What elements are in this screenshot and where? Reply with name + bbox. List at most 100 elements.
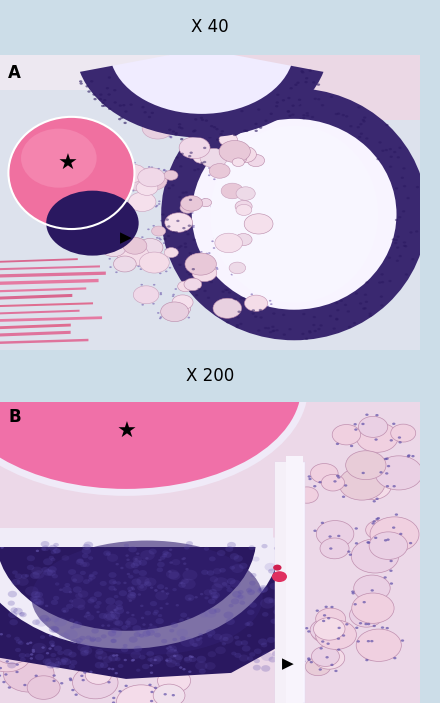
Circle shape bbox=[53, 548, 60, 553]
Circle shape bbox=[195, 290, 197, 292]
Circle shape bbox=[192, 268, 195, 271]
Circle shape bbox=[122, 560, 169, 593]
Circle shape bbox=[155, 618, 164, 624]
Circle shape bbox=[172, 295, 193, 309]
Circle shape bbox=[235, 133, 238, 135]
Circle shape bbox=[268, 657, 277, 662]
Circle shape bbox=[236, 127, 238, 129]
Circle shape bbox=[121, 165, 146, 182]
Circle shape bbox=[282, 662, 287, 665]
Circle shape bbox=[154, 589, 158, 591]
Circle shape bbox=[302, 117, 305, 120]
Circle shape bbox=[138, 168, 165, 187]
Circle shape bbox=[321, 640, 324, 643]
Circle shape bbox=[251, 186, 253, 188]
Circle shape bbox=[194, 280, 197, 282]
Circle shape bbox=[365, 137, 369, 140]
Circle shape bbox=[208, 651, 216, 657]
Circle shape bbox=[32, 649, 35, 651]
Circle shape bbox=[45, 657, 59, 668]
Circle shape bbox=[239, 163, 242, 165]
Circle shape bbox=[103, 550, 111, 556]
Circle shape bbox=[119, 591, 127, 596]
Circle shape bbox=[226, 619, 235, 625]
Circle shape bbox=[253, 95, 256, 97]
Circle shape bbox=[319, 647, 323, 650]
Circle shape bbox=[172, 694, 175, 697]
Circle shape bbox=[234, 199, 236, 200]
Circle shape bbox=[106, 598, 115, 605]
Circle shape bbox=[178, 582, 186, 588]
Circle shape bbox=[380, 304, 384, 307]
Circle shape bbox=[180, 636, 186, 640]
Circle shape bbox=[132, 556, 142, 562]
Circle shape bbox=[319, 669, 322, 671]
Circle shape bbox=[163, 169, 166, 171]
Circle shape bbox=[95, 649, 103, 654]
Circle shape bbox=[196, 656, 206, 663]
Circle shape bbox=[304, 81, 308, 83]
Circle shape bbox=[227, 130, 229, 131]
Circle shape bbox=[164, 183, 167, 185]
Circle shape bbox=[54, 617, 67, 626]
Circle shape bbox=[103, 656, 112, 663]
Circle shape bbox=[267, 637, 275, 643]
Circle shape bbox=[176, 628, 188, 637]
Circle shape bbox=[219, 193, 222, 194]
Circle shape bbox=[354, 575, 390, 601]
Circle shape bbox=[317, 98, 320, 101]
Circle shape bbox=[268, 598, 275, 603]
Circle shape bbox=[238, 186, 241, 188]
Circle shape bbox=[35, 654, 44, 660]
Circle shape bbox=[252, 309, 255, 311]
Circle shape bbox=[69, 591, 72, 593]
Circle shape bbox=[231, 157, 234, 159]
Circle shape bbox=[188, 671, 191, 673]
Circle shape bbox=[321, 475, 345, 491]
Circle shape bbox=[20, 657, 26, 662]
Circle shape bbox=[187, 160, 190, 161]
Circle shape bbox=[47, 569, 56, 576]
Circle shape bbox=[243, 129, 246, 132]
Circle shape bbox=[51, 557, 55, 561]
Circle shape bbox=[269, 300, 271, 302]
Circle shape bbox=[192, 130, 195, 133]
Circle shape bbox=[337, 112, 340, 115]
Circle shape bbox=[183, 103, 186, 105]
Circle shape bbox=[216, 268, 219, 270]
Circle shape bbox=[130, 651, 141, 659]
Circle shape bbox=[305, 77, 308, 79]
Circle shape bbox=[68, 569, 76, 575]
Circle shape bbox=[233, 146, 257, 162]
Circle shape bbox=[234, 636, 239, 640]
Circle shape bbox=[131, 586, 134, 589]
Circle shape bbox=[178, 281, 193, 292]
Circle shape bbox=[154, 633, 161, 638]
Circle shape bbox=[33, 570, 44, 579]
Circle shape bbox=[301, 71, 304, 74]
Polygon shape bbox=[0, 55, 420, 350]
Circle shape bbox=[196, 291, 199, 292]
Circle shape bbox=[204, 589, 213, 595]
Circle shape bbox=[128, 546, 137, 553]
Circle shape bbox=[195, 275, 198, 276]
Circle shape bbox=[131, 562, 139, 568]
Circle shape bbox=[203, 290, 207, 292]
Circle shape bbox=[0, 637, 31, 672]
Circle shape bbox=[361, 423, 365, 425]
Circle shape bbox=[150, 116, 153, 118]
Circle shape bbox=[238, 595, 243, 599]
Wedge shape bbox=[0, 538, 282, 649]
Circle shape bbox=[154, 687, 157, 689]
Circle shape bbox=[153, 684, 185, 703]
Circle shape bbox=[249, 602, 257, 608]
Circle shape bbox=[160, 293, 162, 295]
Circle shape bbox=[150, 671, 153, 674]
Circle shape bbox=[344, 484, 347, 486]
Circle shape bbox=[200, 593, 203, 595]
Circle shape bbox=[73, 637, 77, 639]
Circle shape bbox=[275, 329, 279, 331]
Circle shape bbox=[196, 638, 200, 641]
Circle shape bbox=[51, 626, 59, 633]
Circle shape bbox=[152, 303, 155, 304]
